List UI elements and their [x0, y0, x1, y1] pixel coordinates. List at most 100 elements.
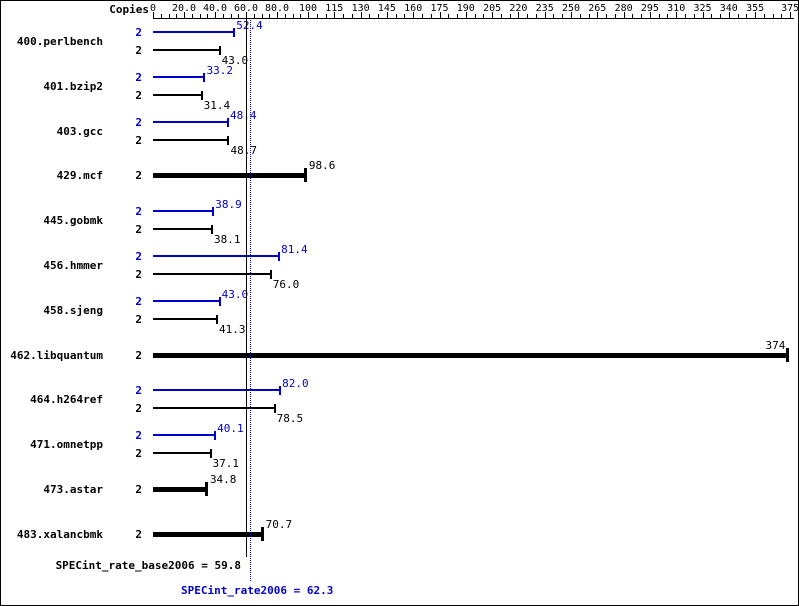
base-value-label: 76.0 [272, 278, 300, 291]
axis-minor-tick [300, 14, 302, 18]
base-bar [153, 317, 217, 320]
axis-tick-label: 375 [781, 3, 799, 14]
base-bar-end-cap [227, 135, 230, 145]
copies-value: 2 [135, 26, 142, 39]
axis-tick-label: 280 [614, 3, 633, 14]
axis-tick-label: 160 [404, 3, 423, 14]
copies-value: 2 [135, 44, 142, 57]
peak-value-label: 40.1 [217, 422, 244, 436]
peak-bar-end-cap [279, 386, 282, 396]
axis-minor-tick [693, 14, 695, 18]
peak-bar [153, 299, 220, 302]
peak-bar [153, 210, 214, 213]
copies-value: 2 [135, 402, 142, 416]
reference-line-base [245, 18, 247, 557]
result-bar-end-cap [204, 482, 208, 496]
axis-minor-tick [160, 14, 162, 18]
base-value-label: 78.5 [276, 412, 304, 426]
axis-tick-label: 40.0 [202, 3, 228, 14]
copies-value: 2 [135, 268, 142, 281]
axis-minor-tick [553, 14, 555, 18]
copies-value: 2 [135, 169, 142, 183]
axis-minor-tick [711, 14, 713, 18]
result-bar-end-cap [786, 347, 790, 362]
peak-bar-end-cap [233, 28, 236, 37]
copies-value: 2 [135, 348, 142, 362]
axis-tick-label: 355 [746, 3, 765, 14]
axis-minor-tick [763, 14, 765, 18]
axis-minor-tick [284, 14, 286, 18]
base-bar-end-cap [200, 90, 203, 100]
copies-value: 2 [135, 384, 142, 398]
benchmark-label: 471.omnetpp [30, 438, 103, 452]
axis-minor-tick [421, 14, 423, 18]
axis-major-tick [755, 12, 757, 18]
peak-bar-end-cap [203, 72, 206, 82]
axis-minor-tick [238, 14, 240, 18]
axis-minor-tick [207, 14, 209, 18]
axis-minor-tick [222, 14, 224, 18]
axis-tick-label: 340 [719, 3, 738, 14]
peak-value-label: 82.0 [282, 377, 309, 391]
copies-value: 2 [135, 294, 142, 308]
base-bar [153, 452, 211, 455]
axis-tick-label: 295 [640, 3, 659, 14]
peak-value-label: 81.4 [281, 243, 308, 256]
copies-value: 2 [135, 527, 142, 541]
base-value-label: 37.1 [212, 457, 240, 471]
base-value-label: 38.1 [214, 233, 241, 247]
axis-major-tick [702, 12, 704, 18]
axis-minor-tick [261, 14, 263, 18]
peak-value-label: 43.0 [221, 287, 249, 301]
peak-value-label: 52.4 [236, 19, 263, 32]
benchmark-label: 473.astar [43, 483, 103, 496]
axis-major-tick [360, 12, 362, 18]
copies-value: 2 [135, 250, 142, 263]
benchmark-label: 429.mcf [56, 169, 103, 183]
axis-minor-tick [641, 14, 643, 18]
axis-major-tick [492, 12, 494, 18]
axis-tick-label: 0 [149, 3, 157, 14]
axis-tick-label: 130 [351, 3, 370, 14]
benchmark-label: 458.sjeng [43, 303, 103, 317]
axis-tick-label: 310 [667, 3, 686, 14]
axis-tick-label: 145 [377, 3, 396, 14]
axis-major-tick [413, 12, 415, 18]
base-bar-end-cap [209, 449, 212, 459]
axis-tick-label: 205 [483, 3, 502, 14]
axis-major-tick [153, 12, 154, 18]
axis-minor-tick [316, 14, 318, 18]
axis-minor-tick [199, 14, 201, 18]
benchmark-label: 400.perlbench [16, 35, 103, 48]
benchmark-label: 462.libquantum [10, 348, 103, 362]
peak-value-label: 33.2 [206, 63, 233, 77]
base-value-label: 31.4 [203, 98, 231, 112]
axis-tick-label: 80.0 [264, 3, 290, 14]
axis-tick-label: 190 [456, 3, 475, 14]
axis-major-tick [386, 12, 388, 18]
benchmark-label: 445.gobmk [43, 214, 103, 228]
base-value-label: 43.0 [221, 54, 249, 67]
axis-tick-label: 235 [535, 3, 554, 14]
base-bar-end-cap [216, 314, 218, 324]
axis-minor-tick [746, 14, 748, 18]
axis-minor-tick [737, 14, 739, 18]
base-bar-end-cap [211, 225, 214, 235]
axis-minor-tick [253, 14, 255, 18]
base-bar [153, 407, 275, 410]
summary-peak-rate-text: SPECint_rate2006 = 62.3 [181, 584, 334, 597]
benchmark-label: 483.xalancbmk [16, 527, 103, 541]
copies-value: 2 [135, 223, 142, 237]
base-value-label: 41.3 [219, 322, 246, 336]
axis-tick-label: 325 [693, 3, 712, 14]
bar-value-label: 70.7 [265, 517, 293, 531]
axis-minor-tick [781, 14, 783, 18]
axis-minor-tick [176, 14, 178, 18]
axis-minor-tick [588, 14, 590, 18]
peak-bar-end-cap [214, 431, 217, 441]
axis-tick-label: 220 [509, 3, 528, 14]
axis-major-tick [676, 12, 678, 18]
peak-bar [153, 120, 229, 123]
axis-major-tick [544, 12, 546, 18]
axis-minor-tick [343, 14, 345, 18]
